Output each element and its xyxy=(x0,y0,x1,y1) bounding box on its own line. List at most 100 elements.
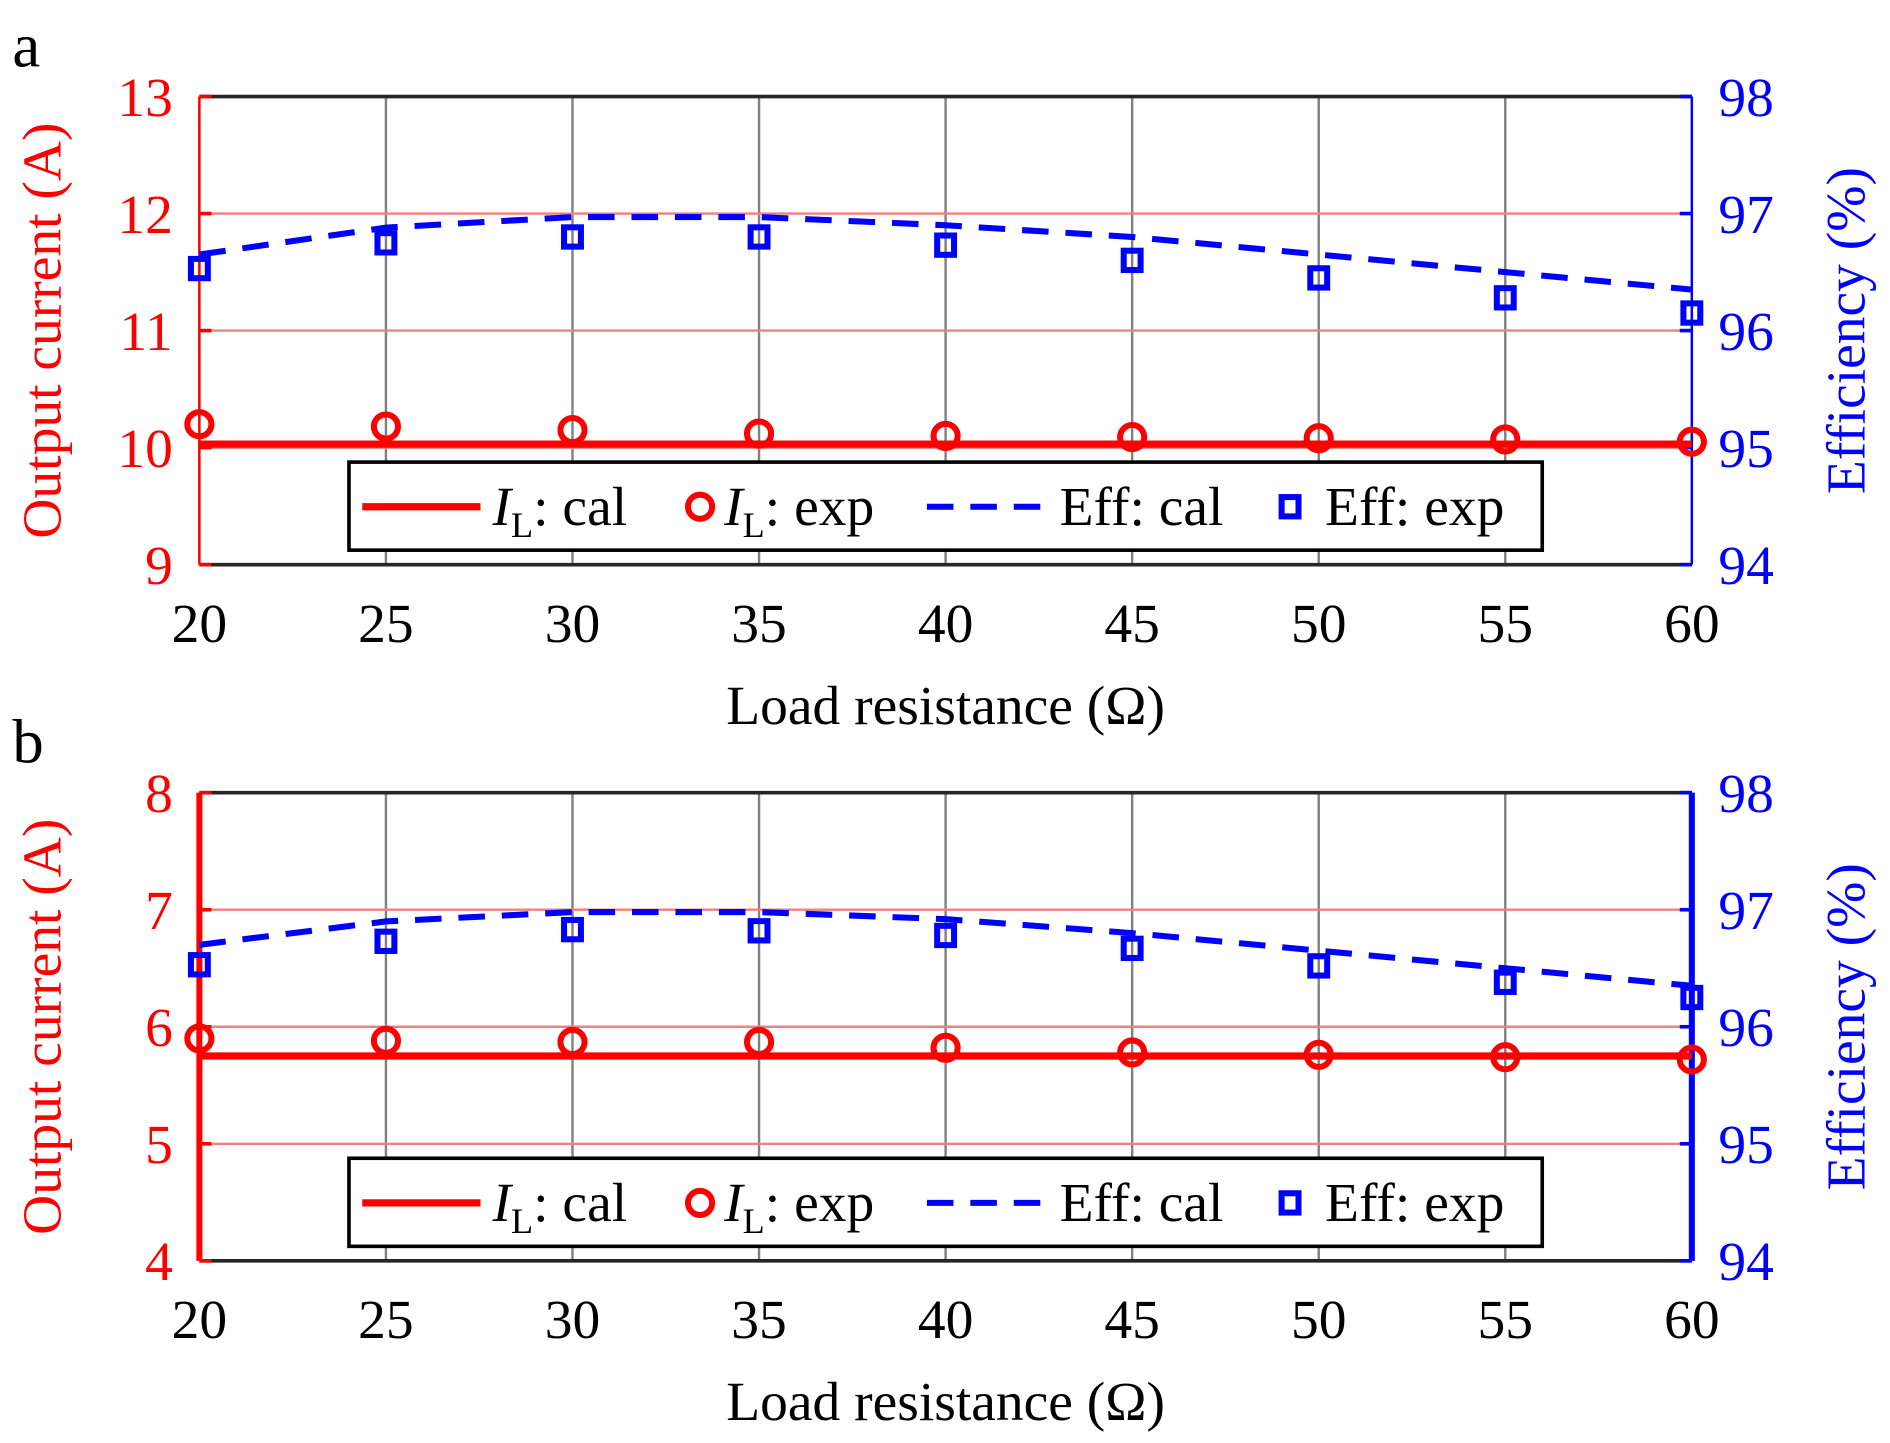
panel-label: a xyxy=(12,10,40,80)
data-point-eff-exp xyxy=(561,224,584,250)
x-axis-label: Load resistance (Ω) xyxy=(726,676,1165,737)
y-axis-label-left: Output current (A) xyxy=(13,123,74,539)
data-point-eff-exp xyxy=(934,232,958,258)
data-point-il-exp xyxy=(1490,1042,1521,1073)
legend: IL: cal IL: exp Eff: cal Eff: exp xyxy=(347,1156,1545,1249)
x-tick-label: 20 xyxy=(172,1290,228,1351)
series-line-eff-cal xyxy=(198,214,1693,293)
data-point-il-exp xyxy=(930,1032,961,1063)
legend-text-part: I xyxy=(723,1173,745,1234)
data-point-il-exp xyxy=(1117,422,1148,453)
y-tick-label-right: 96 xyxy=(1718,302,1774,363)
data-point-eff-exp xyxy=(934,922,958,949)
x-tick-label: 35 xyxy=(731,594,787,655)
data-point-eff-exp xyxy=(1680,984,1704,1011)
legend: IL: cal IL: exp Eff: cal Eff: exp xyxy=(347,460,1545,552)
panel-a: a 20 25 30 35 40 45 50 55 60 9 10 11 12 13 94 95 96 97 98 Lo… xyxy=(12,10,1877,737)
y-tick-label-left: 8 xyxy=(145,764,173,825)
x-tick-label: 55 xyxy=(1478,1290,1534,1351)
legend-text-part: I xyxy=(492,1173,514,1234)
legend-text-part: I xyxy=(492,477,514,538)
legend-label-il-cal: IL: cal xyxy=(492,477,628,545)
data-point-il-exp xyxy=(557,414,588,446)
x-tick-label: 60 xyxy=(1664,1290,1720,1351)
y-tick-label-left: 4 xyxy=(145,1232,173,1293)
x-tick-label: 60 xyxy=(1664,594,1720,655)
data-point-il-exp xyxy=(1490,424,1521,455)
data-point-eff-exp xyxy=(374,230,398,256)
y-tick-label-left: 10 xyxy=(117,419,172,480)
legend-text-part: : exp xyxy=(765,477,874,538)
data-point-il-exp xyxy=(370,411,402,442)
data-point-il-exp xyxy=(557,1026,588,1058)
y-axis-label-right: Efficiency (%) xyxy=(1816,167,1877,494)
data-point-il-exp xyxy=(184,409,215,440)
data-point-eff-exp xyxy=(561,916,584,943)
data-point-il-exp xyxy=(1676,426,1707,457)
legend-text-part: L xyxy=(743,1201,765,1241)
y-tick-label-left: 11 xyxy=(119,302,172,363)
y-tick-label-right: 96 xyxy=(1718,998,1774,1059)
x-tick-label: 40 xyxy=(918,594,974,655)
y-tick-label-right: 94 xyxy=(1718,1232,1774,1293)
x-tick-label: 45 xyxy=(1104,594,1160,655)
data-point-il-exp xyxy=(1303,423,1334,454)
legend-text-part: : cal xyxy=(533,1173,627,1234)
x-axis-label: Load resistance (Ω) xyxy=(726,1372,1165,1433)
legend-label-eff-cal: Eff: cal xyxy=(1060,477,1224,538)
x-tick-label: 45 xyxy=(1104,1290,1160,1351)
legend-label-eff-cal: Eff: cal xyxy=(1060,1173,1224,1234)
x-tick-label: 25 xyxy=(358,594,414,655)
data-point-il-exp xyxy=(1303,1039,1334,1070)
legend-text-part: L xyxy=(743,505,765,545)
legend-swatch-eff-exp xyxy=(1278,494,1302,520)
y-tick-label-left: 13 xyxy=(117,68,172,129)
data-point-eff-exp xyxy=(1307,265,1331,291)
legend-text-part: L xyxy=(511,505,533,545)
legend-swatch-il-exp xyxy=(684,1187,716,1218)
legend-text-part: : cal xyxy=(533,477,627,538)
data-point-il-exp xyxy=(184,1023,215,1054)
y-tick-label-left: 9 xyxy=(145,536,173,597)
data-point-eff-exp xyxy=(1120,247,1144,274)
data-point-eff-exp xyxy=(747,918,771,944)
y-tick-label-right: 98 xyxy=(1718,68,1774,129)
x-tick-label: 50 xyxy=(1291,1290,1347,1351)
x-tick-label: 30 xyxy=(545,1290,601,1351)
y-tick-label-right: 97 xyxy=(1718,185,1774,246)
x-tick-label: 30 xyxy=(545,594,601,655)
x-tick-label: 25 xyxy=(358,1290,414,1351)
data-point-il-exp xyxy=(930,420,961,451)
data-point-eff-exp xyxy=(374,928,398,954)
y-axis-label-right: Efficiency (%) xyxy=(1816,863,1877,1190)
data-point-eff-exp xyxy=(1493,285,1517,311)
legend-swatch-il-exp xyxy=(684,491,716,522)
x-tick-label: 35 xyxy=(731,1290,787,1351)
data-point-eff-exp xyxy=(1120,935,1144,962)
legend-label-il-cal: IL: cal xyxy=(492,1173,628,1241)
legend-swatch-eff-exp xyxy=(1278,1190,1302,1216)
y-tick-label-right: 94 xyxy=(1718,536,1774,597)
data-point-il-exp xyxy=(370,1025,402,1056)
legend-text-part: L xyxy=(511,1201,533,1241)
legend-text-part: : exp xyxy=(765,1173,874,1234)
series-line-eff-cal xyxy=(198,909,1693,989)
data-point-il-exp xyxy=(743,1026,775,1058)
y-tick-label-right: 97 xyxy=(1718,881,1774,942)
data-point-eff-exp xyxy=(1307,953,1331,979)
data-point-il-exp xyxy=(1676,1044,1707,1075)
data-point-eff-exp xyxy=(1680,300,1704,326)
data-point-eff-exp xyxy=(1493,969,1517,995)
x-tick-label: 40 xyxy=(918,1290,974,1351)
y-axis-label-left: Output current (A) xyxy=(13,819,74,1235)
y-tick-label-right: 98 xyxy=(1718,764,1774,825)
y-tick-label-right: 95 xyxy=(1718,1115,1774,1176)
data-point-eff-exp xyxy=(747,224,771,250)
panel-label: b xyxy=(12,707,43,777)
data-point-eff-exp xyxy=(187,952,211,978)
data-point-il-exp xyxy=(1117,1037,1148,1068)
y-tick-label-left: 6 xyxy=(145,998,173,1059)
legend-label-eff-exp: Eff: exp xyxy=(1325,477,1504,538)
